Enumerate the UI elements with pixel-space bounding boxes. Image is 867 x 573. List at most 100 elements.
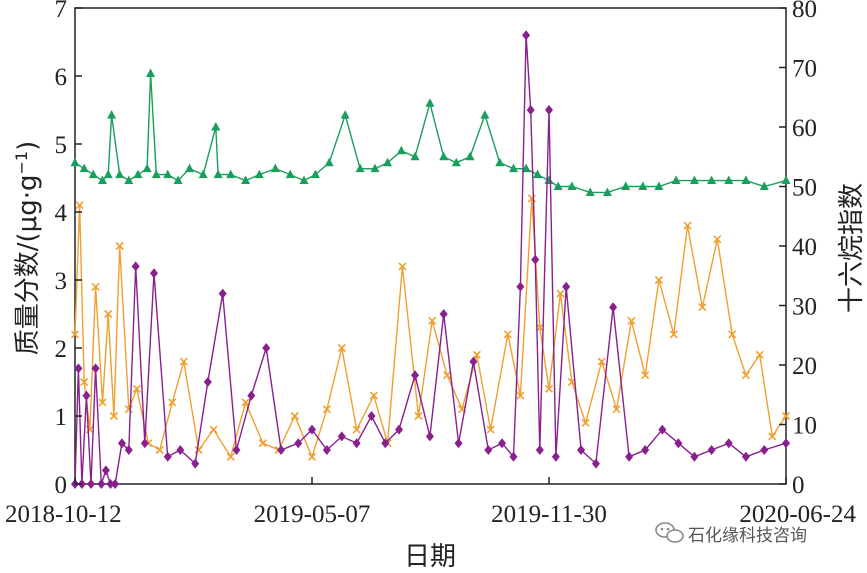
- data-point: [472, 350, 481, 359]
- data-point: [213, 169, 223, 179]
- data-point: [484, 445, 493, 455]
- y-left-tick-label: 7: [55, 0, 68, 23]
- data-point: [124, 445, 133, 455]
- data-point: [728, 330, 737, 339]
- data-point: [641, 445, 650, 455]
- data-point: [509, 163, 519, 173]
- data-point: [759, 181, 769, 190]
- x-tick-label: 2019-11-30: [491, 501, 607, 528]
- data-point: [414, 411, 423, 421]
- data-point: [781, 411, 791, 421]
- data-point: [115, 169, 125, 179]
- y-left-tick-label: 4: [55, 200, 68, 227]
- data-point: [107, 110, 117, 119]
- data-point: [602, 187, 612, 196]
- data-point: [115, 241, 124, 251]
- y-left-tick-label: 0: [55, 472, 68, 499]
- data-point: [724, 175, 734, 185]
- data-point: [621, 181, 631, 190]
- data-point: [140, 438, 149, 449]
- y-left-tick-label: 6: [55, 64, 68, 91]
- data-point: [669, 330, 678, 339]
- data-point: [191, 458, 200, 469]
- data-point: [79, 163, 89, 173]
- data-point: [521, 163, 531, 173]
- data-point: [75, 201, 84, 210]
- data-point: [176, 445, 185, 455]
- data-point: [724, 438, 733, 449]
- data-point: [612, 405, 621, 414]
- series-line: [74, 73, 787, 194]
- data-point: [625, 451, 634, 462]
- data-point: [352, 438, 361, 449]
- data-point: [439, 309, 448, 319]
- y-axis-right-title: 十六烷指数: [837, 183, 867, 313]
- data-point: [396, 145, 406, 155]
- data-point: [741, 451, 750, 462]
- data-point: [150, 268, 158, 279]
- y-left-tick-label: 3: [55, 268, 68, 295]
- data-point: [531, 254, 540, 265]
- data-point: [117, 438, 126, 449]
- data-point: [294, 438, 303, 449]
- y-right-tick-label: 10: [792, 413, 817, 440]
- data-point: [439, 151, 449, 161]
- data-point: [111, 479, 120, 489]
- data-point: [355, 163, 365, 173]
- data-point: [155, 445, 164, 455]
- data-point: [88, 169, 98, 179]
- data-point: [247, 390, 256, 401]
- data-point: [658, 424, 667, 435]
- x-tick-label: 2018-10-12: [5, 501, 122, 528]
- data-point: [509, 451, 518, 462]
- data-point: [551, 451, 560, 462]
- data-point: [132, 384, 141, 393]
- x-axis-title: 日期: [404, 542, 456, 572]
- watermark: 石化缘科技咨询: [655, 522, 807, 546]
- data-point: [370, 163, 380, 173]
- data-point: [146, 68, 156, 77]
- data-point: [340, 110, 350, 119]
- data-point: [133, 169, 143, 179]
- data-point: [597, 357, 606, 366]
- data-point: [503, 330, 512, 339]
- data-point: [262, 343, 271, 353]
- data-point: [369, 391, 378, 400]
- data-point: [337, 343, 346, 353]
- series-triangle: [70, 68, 791, 196]
- data-point: [226, 169, 236, 179]
- data-point: [209, 425, 218, 434]
- y-axis-left-title-close: ): [13, 141, 43, 151]
- data-point: [98, 398, 107, 407]
- data-point: [395, 424, 404, 435]
- data-point: [454, 438, 463, 449]
- y-right-tick-label: 80: [792, 0, 817, 23]
- data-point: [781, 175, 791, 185]
- data-point: [713, 235, 722, 244]
- data-point: [410, 151, 420, 161]
- x-tick-label: 2020-06-24: [739, 501, 856, 528]
- y-right-tick-label: 40: [792, 234, 817, 261]
- data-point: [241, 175, 251, 185]
- data-point: [755, 350, 764, 359]
- data-point: [627, 316, 636, 325]
- data-point: [109, 411, 118, 421]
- data-point: [226, 452, 235, 461]
- y-left-tick-label: 2: [55, 336, 68, 363]
- data-point: [299, 175, 309, 185]
- data-point: [638, 181, 648, 190]
- data-point: [324, 157, 334, 167]
- data-point: [258, 439, 267, 448]
- data-point: [544, 175, 554, 185]
- data-point: [124, 405, 133, 414]
- data-point: [74, 363, 83, 374]
- plot-frame: [74, 7, 787, 485]
- data-point: [91, 363, 100, 374]
- data-point: [553, 181, 563, 190]
- data-point: [428, 316, 437, 325]
- data-point: [241, 398, 250, 407]
- data-point: [411, 370, 420, 381]
- data-point: [270, 163, 280, 173]
- data-point: [768, 432, 777, 441]
- data-point: [254, 169, 264, 179]
